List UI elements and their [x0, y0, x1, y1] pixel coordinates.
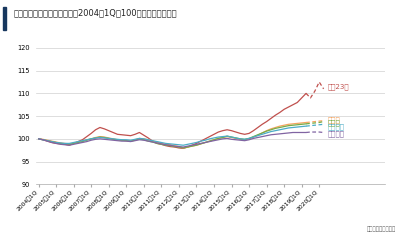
Text: 東京23区: 東京23区 [328, 83, 350, 90]
Text: 分析：株式会社タス: 分析：株式会社タス [367, 226, 396, 232]
Text: 埼玉県: 埼玉県 [328, 120, 341, 126]
Text: 千葉県: 千葉県 [328, 116, 341, 123]
Text: 図　首都圈の賃料推移予測（2004年1Q＝100、点線：予測値）: 図 首都圈の賃料推移予測（2004年1Q＝100、点線：予測値） [14, 8, 178, 17]
Text: 神奈川県: 神奈川県 [328, 124, 345, 130]
Text: 東京市部: 東京市部 [328, 130, 345, 137]
